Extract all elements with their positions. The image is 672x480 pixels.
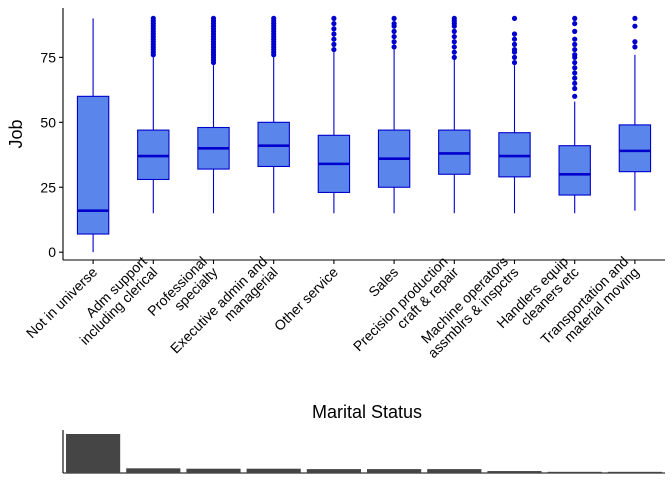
- y-tick-label: 0: [48, 244, 56, 260]
- bar-panel: Marital Status: [62, 402, 665, 474]
- outlier-point: [331, 41, 337, 47]
- outlier-point: [572, 70, 578, 76]
- outlier-point: [150, 15, 156, 21]
- box-group: [377, 15, 411, 214]
- outlier-point: [572, 46, 578, 53]
- outlier-point: [451, 49, 457, 55]
- outlier-point: [511, 54, 518, 60]
- x-tick-label: Adm supportincluding clerical: [66, 253, 161, 348]
- bar: [427, 469, 482, 473]
- outlier-point: [632, 39, 638, 45]
- outlier-point: [451, 39, 457, 45]
- outlier-point: [632, 44, 638, 50]
- box-series: [76, 15, 652, 253]
- y-axis-ticks: 0 25 50 75: [40, 49, 63, 260]
- bar: [246, 468, 301, 473]
- bar: [126, 468, 181, 473]
- outlier-point: [331, 20, 337, 27]
- outlier-point: [572, 36, 578, 42]
- outlier-point: [572, 28, 578, 34]
- outlier-point: [391, 15, 397, 21]
- outlier-point: [632, 15, 638, 21]
- outlier-point: [331, 36, 337, 42]
- outlier-point: [331, 26, 337, 32]
- outlier-point: [331, 31, 337, 37]
- box-group: [76, 18, 110, 253]
- bar: [547, 471, 602, 473]
- bar-chart-title: Marital Status: [312, 402, 422, 422]
- outlier-point: [331, 15, 337, 21]
- outlier-point: [572, 65, 578, 71]
- y-tick-label: 25: [40, 179, 56, 195]
- outlier-point: [451, 44, 457, 50]
- outlier-point: [572, 93, 578, 99]
- outlier-point: [391, 28, 397, 34]
- box-group: [197, 15, 230, 214]
- bar: [367, 469, 422, 473]
- bar: [186, 468, 241, 473]
- outlier-point: [572, 20, 578, 27]
- box-group: [438, 15, 471, 214]
- outlier-point: [632, 23, 638, 29]
- outlier-point: [451, 15, 457, 21]
- outlier-point: [572, 75, 578, 81]
- x-tick-label: Sales: [365, 264, 401, 300]
- outlier-point: [572, 52, 578, 58]
- outlier-point: [572, 85, 578, 92]
- box-group: [137, 15, 170, 214]
- y-tick-label: 50: [40, 114, 56, 130]
- outlier-point: [331, 46, 337, 53]
- outlier-point: [572, 41, 578, 47]
- outlier-point: [511, 15, 518, 21]
- outlier-point: [511, 31, 518, 37]
- box-iqr: [558, 145, 591, 196]
- box-group: [257, 15, 290, 214]
- outlier-point: [451, 33, 457, 40]
- bar: [66, 434, 121, 473]
- x-tick-label: Other service: [271, 264, 341, 334]
- outlier-point: [511, 36, 518, 42]
- outlier-point: [511, 41, 518, 47]
- outlier-point: [391, 20, 397, 27]
- outlier-point: [271, 15, 277, 21]
- bar-series: [66, 434, 662, 473]
- outlier-point: [210, 15, 217, 21]
- outlier-point: [572, 15, 578, 21]
- outlier-point: [451, 54, 457, 60]
- y-axis-title: Job: [6, 119, 26, 148]
- box-group: [618, 15, 652, 211]
- outlier-point: [511, 46, 518, 53]
- box-group: [498, 15, 531, 214]
- outlier-point: [511, 59, 518, 66]
- box-iqr: [618, 124, 652, 173]
- box-group: [317, 15, 351, 214]
- bar: [306, 469, 361, 473]
- outlier-point: [572, 80, 578, 86]
- bar: [607, 471, 662, 473]
- box-group: [558, 15, 591, 214]
- box-iqr: [76, 95, 110, 235]
- outlier-point: [572, 59, 578, 66]
- bar: [487, 471, 542, 473]
- outlier-point: [391, 39, 397, 45]
- outlier-point: [391, 33, 397, 40]
- outlier-point: [391, 44, 397, 50]
- y-tick-label: 75: [40, 49, 56, 65]
- outlier-point: [451, 28, 457, 34]
